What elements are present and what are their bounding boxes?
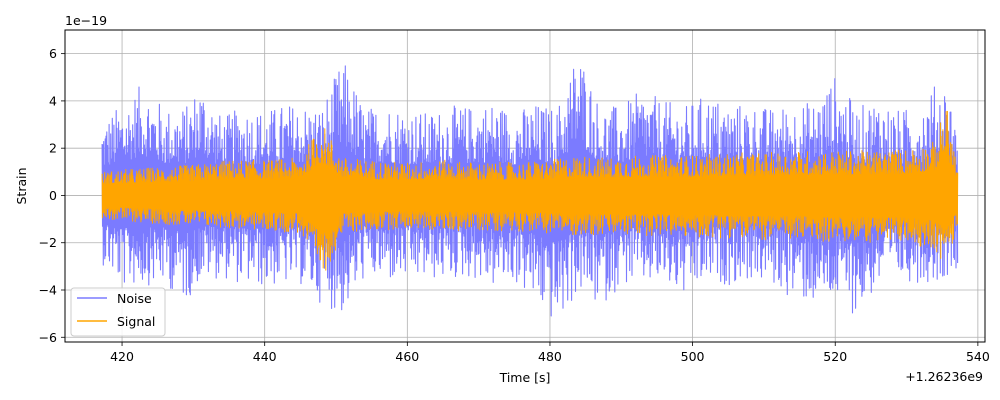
y-tick-label: 6 [49,46,57,61]
y-tick-label: 0 [49,188,57,203]
y-axis-label: Strain [14,167,29,204]
x-tick-label: 460 [395,349,419,364]
x-tick-label: 500 [681,349,705,364]
axes-frame [64,29,986,343]
y-tick-label: −6 [39,330,57,345]
legend-box [70,287,166,337]
y-tick-label: 2 [49,141,57,156]
plot-series [101,65,959,317]
y-scale-label: 1e−19 [65,13,107,28]
y-tick-label: −2 [39,235,57,250]
x-tick-label: 540 [966,349,990,364]
x-tick-label: 440 [253,349,277,364]
x-offset-label: +1.26236e9 [905,369,983,384]
signal-series-line [101,110,959,271]
x-tick-label: 480 [538,349,562,364]
x-tick-label: 420 [110,349,134,364]
x-axis-label: Time [s] [499,370,551,385]
y-tick-label: −4 [39,283,57,298]
legend: Noise Signal [70,287,166,337]
legend-noise-label: Noise [117,291,152,306]
x-tick-label: 520 [823,349,847,364]
legend-signal-label: Signal [117,314,155,329]
ticks: 420 440 460 480 500 520 540 −6 −4 −2 0 2 4 6 [39,46,990,364]
y-tick-label: 4 [49,93,57,108]
